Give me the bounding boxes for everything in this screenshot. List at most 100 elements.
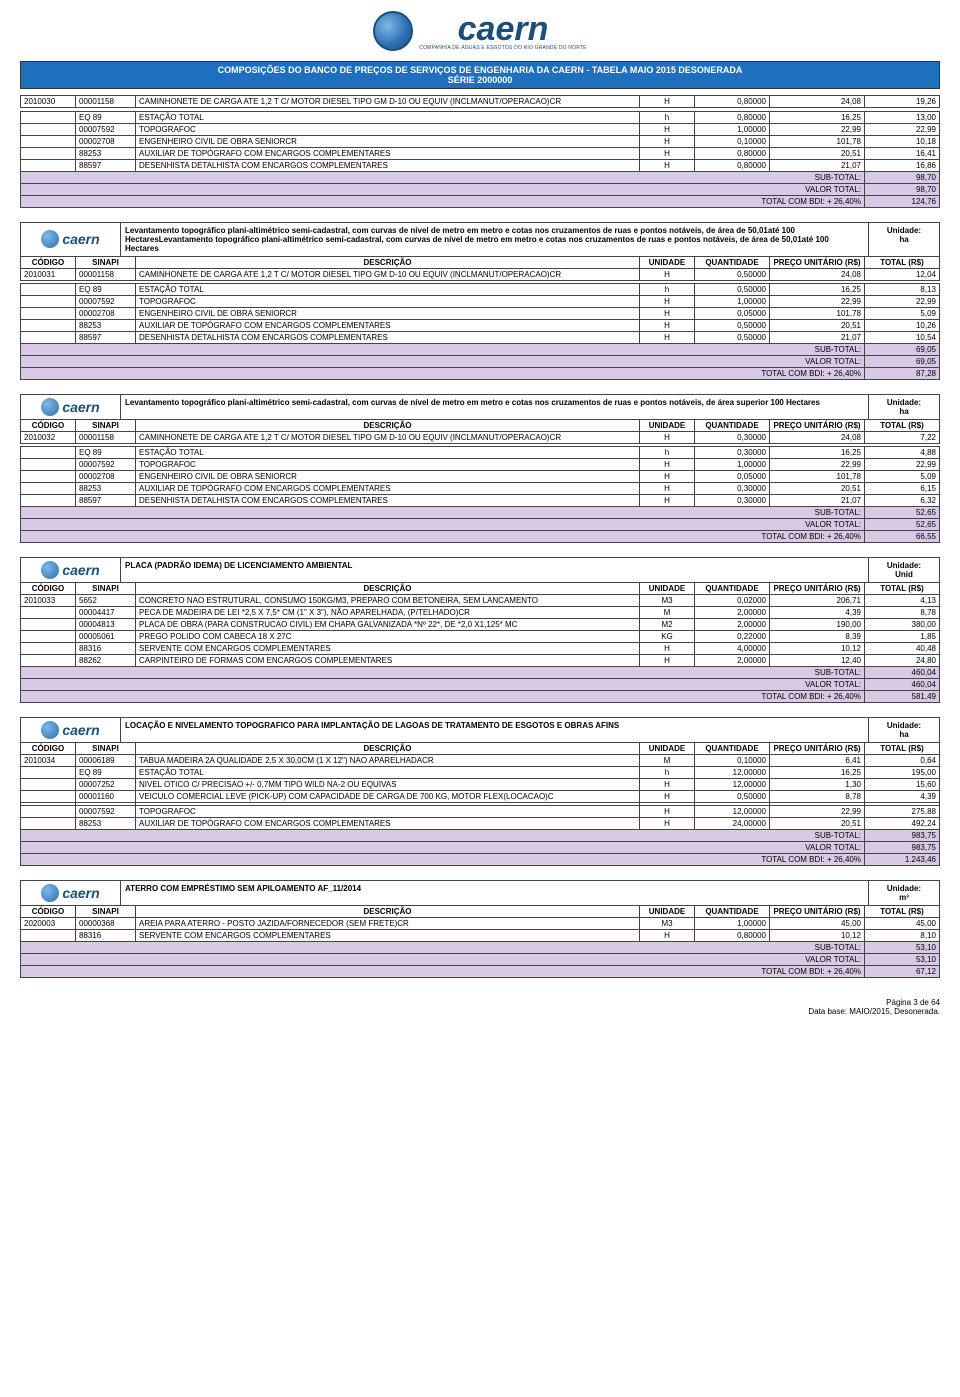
bdi-row: TOTAL COM BDI: + 26,40%124,76 [21,195,940,207]
brand-mini: caern [62,231,99,247]
section-block: caern ATERRO COM EMPRÉSTIMO SEM APILOAME… [20,880,940,978]
th-codigo: CÓDIGO [21,742,76,754]
th-codigo: CÓDIGO [21,419,76,431]
brand-mini: caern [62,562,99,578]
table-row: 88597DESENHISTA DETALHISTA COM ENCARGOS … [21,159,940,171]
section-unit: Unidade:ha [869,223,939,256]
table-row: 88253AUXILIAR DE TOPÓGRAFO COM ENCARGOS … [21,817,940,829]
table-row: 00007592TOPOGRAFOCH1,0000022,9922,99 [21,458,940,470]
table-row: 88253AUXILIAR DE TOPÓGRAFO COM ENCARGOS … [21,482,940,494]
th-total: TOTAL (R$) [865,582,940,594]
logo-swirl-icon [41,561,59,579]
logo-swirl-icon [41,721,59,739]
title-line1: COMPOSIÇÕES DO BANCO DE PREÇOS DE SERVIÇ… [21,65,939,75]
table-row: 00002708ENGENHEIRO CIVIL DE OBRA SENIORC… [21,470,940,482]
section-logo: caern [21,881,121,905]
table-row: 00007592TOPOGRAFOCH1,0000022,9922,99 [21,295,940,307]
section-unit: Unidade:ha [869,718,939,742]
footer-src: Data base: MAIO/2015, Desonerada. [20,1007,940,1016]
subtotal-row: SUB-TOTAL:98,70 [21,171,940,183]
section-block: caern Levantamento topográfico plani-alt… [20,394,940,543]
table-row: 88316SERVENTE COM ENCARGOS COMPLEMENTARE… [21,642,940,654]
th-quantidade: QUANTIDADE [695,256,770,268]
section-unit: Unidade:ha [869,395,939,419]
table-row: EQ 89ESTAÇÃO TOTALh0,3000016,254,88 [21,446,940,458]
th-sinapi: SINAPI [76,582,136,594]
logo-swirl-icon [41,884,59,902]
th-descricao: DESCRIÇÃO [136,905,640,917]
th-sinapi: SINAPI [76,742,136,754]
th-descricao: DESCRIÇÃO [136,256,640,268]
logo-swirl-icon [373,11,413,51]
table-header-row: CÓDIGO SINAPI DESCRIÇÃO UNIDADE QUANTIDA… [21,256,940,268]
th-codigo: CÓDIGO [21,905,76,917]
table-header-row: CÓDIGO SINAPI DESCRIÇÃO UNIDADE QUANTIDA… [21,582,940,594]
brand-name: caern [419,10,586,49]
bdi-row: TOTAL COM BDI: + 26,40%581,49 [21,690,940,702]
brand-mini: caern [62,722,99,738]
table-row: 00007252NIVEL OTICO C/ PRECISAO +/- 0,7M… [21,778,940,790]
table-row: 201003200001158CAMINHONETE DE CARGA ATE … [21,431,940,443]
table-row: 202000300000368AREIA PARA ATERRO - POSTO… [21,917,940,929]
logo-swirl-icon [41,398,59,416]
section-title: Levantamento topográfico plani-altimétri… [121,223,869,256]
th-unidade: UNIDADE [640,256,695,268]
bdi-row: TOTAL COM BDI: + 26,40%66,55 [21,530,940,542]
th-descricao: DESCRIÇÃO [136,742,640,754]
table-row: 00007592TOPOGRAFOCH12,0000022,99275,88 [21,805,940,817]
th-quantidade: QUANTIDADE [695,742,770,754]
brand-mini: caern [62,399,99,415]
th-total: TOTAL (R$) [865,256,940,268]
th-unidade: UNIDADE [640,742,695,754]
th-preco: PREÇO UNITÁRIO (R$) [770,582,865,594]
subtotal-row: SUB-TOTAL:983,75 [21,829,940,841]
table-row: EQ 89ESTAÇÃO TOTALh0,8000016,2513,00 [21,111,940,123]
section-unit: Unidade:Unid [869,558,939,582]
section-logo: caern [21,718,121,742]
logo-swirl-icon [41,230,59,248]
section-title: Levantamento topográfico plani-altimétri… [121,395,869,419]
table-row: 88316SERVENTE COM ENCARGOS COMPLEMENTARE… [21,929,940,941]
th-codigo: CÓDIGO [21,582,76,594]
valortotal-row: VALOR TOTAL:69,05 [21,355,940,367]
section-title: LOCAÇÃO E NIVELAMENTO TOPOGRAFICO PARA I… [121,718,869,742]
valortotal-row: VALOR TOTAL:98,70 [21,183,940,195]
subtotal-row: SUB-TOTAL:52,65 [21,506,940,518]
table-row: 201003100001158CAMINHONETE DE CARGA ATE … [21,268,940,280]
brand-subtitle: COMPANHIA DE ÁGUAS E ESGOTOS DO RIO GRAN… [419,45,586,51]
th-sinapi: SINAPI [76,256,136,268]
table-header-row: CÓDIGO SINAPI DESCRIÇÃO UNIDADE QUANTIDA… [21,419,940,431]
table-row: EQ 89ESTAÇÃO TOTALh0,5000016,258,13 [21,283,940,295]
th-total: TOTAL (R$) [865,742,940,754]
th-preco: PREÇO UNITÁRIO (R$) [770,256,865,268]
section-title: ATERRO COM EMPRÉSTIMO SEM APILOAMENTO AF… [121,881,869,905]
section-block: caern LOCAÇÃO E NIVELAMENTO TOPOGRAFICO … [20,717,940,866]
table-row: 00007592TOPOGRAFOCH1,0000022,9922,99 [21,123,940,135]
section-header: caern PLACA (PADRÃO IDEMA) DE LICENCIAME… [20,557,940,582]
footer-page: Página 3 de 64 [20,998,940,1007]
title-bar: COMPOSIÇÕES DO BANCO DE PREÇOS DE SERVIÇ… [20,61,940,89]
header-logo: caern COMPANHIA DE ÁGUAS E ESGOTOS DO RI… [20,10,940,53]
subtotal-row: SUB-TOTAL:53,10 [21,941,940,953]
th-unidade: UNIDADE [640,419,695,431]
bdi-row: TOTAL COM BDI: + 26,40%1.243,46 [21,853,940,865]
section-header: caern LOCAÇÃO E NIVELAMENTO TOPOGRAFICO … [20,717,940,742]
section-block: caern Levantamento topográfico plani-alt… [20,222,940,380]
section-block: caern PLACA (PADRÃO IDEMA) DE LICENCIAME… [20,557,940,703]
table-row: 88597DESENHISTA DETALHISTA COM ENCARGOS … [21,494,940,506]
th-preco: PREÇO UNITÁRIO (R$) [770,742,865,754]
valortotal-row: VALOR TOTAL:460,04 [21,678,940,690]
section-table: CÓDIGO SINAPI DESCRIÇÃO UNIDADE QUANTIDA… [20,582,940,703]
th-sinapi: SINAPI [76,905,136,917]
th-unidade: UNIDADE [640,905,695,917]
page-footer: Página 3 de 64 Data base: MAIO/2015, Des… [20,998,940,1016]
section-table: CÓDIGO SINAPI DESCRIÇÃO UNIDADE QUANTIDA… [20,419,940,543]
top-table: 2010030 00001158 CAMINHONETE DE CARGA AT… [20,95,940,208]
section-header: caern ATERRO COM EMPRÉSTIMO SEM APILOAME… [20,880,940,905]
valortotal-row: VALOR TOTAL:983,75 [21,841,940,853]
th-quantidade: QUANTIDADE [695,582,770,594]
th-descricao: DESCRIÇÃO [136,419,640,431]
section-header: caern Levantamento topográfico plani-alt… [20,222,940,256]
table-row: EQ 89ESTAÇÃO TOTALh12,0000016,25195,00 [21,766,940,778]
section-table: CÓDIGO SINAPI DESCRIÇÃO UNIDADE QUANTIDA… [20,256,940,380]
